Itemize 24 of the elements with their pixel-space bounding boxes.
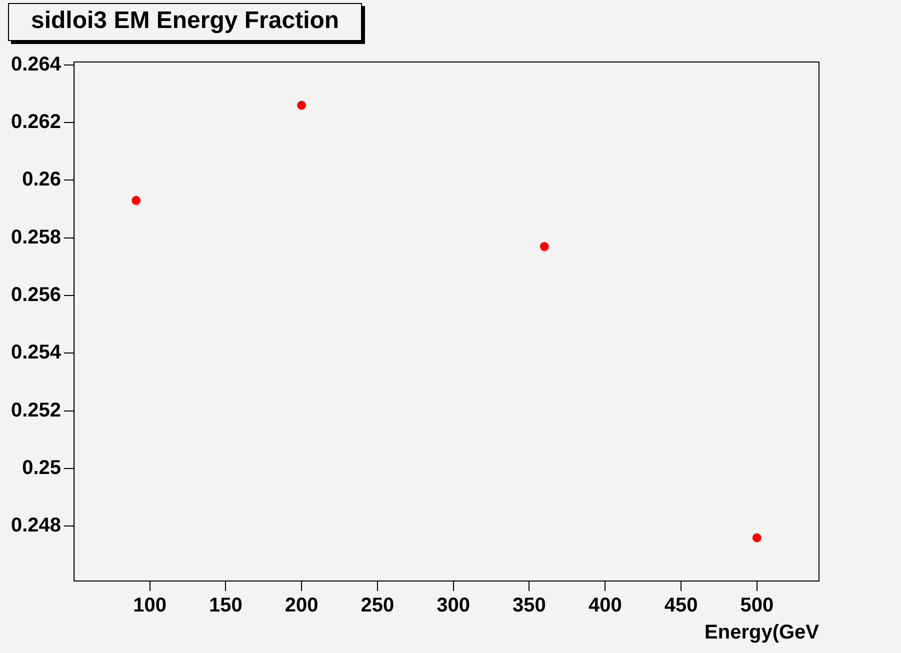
x-tick-label: 150 [208,594,242,617]
y-tick-label: 0.248 [10,514,62,537]
y-tick-label: 0.262 [10,111,62,134]
y-tick-label: 0.256 [10,284,62,306]
y-tick-label: 0.264 [10,53,62,76]
x-tick-label: 500 [740,594,774,617]
x-tick-label: 300 [436,594,470,617]
x-tick-label: 200 [284,594,318,617]
y-tick-label: 0.25 [22,457,62,480]
x-tick-label: 350 [512,594,546,617]
y-tick-label: 0.26 [22,168,62,191]
x-tick-label: 250 [360,594,394,617]
x-tick-label: 100 [133,594,166,617]
x-tick-label: 400 [588,594,622,617]
y-tick-label: 0.252 [10,399,62,422]
chart-title: sidloi3 EM Energy Fraction [8,3,362,41]
y-tick-label: 0.258 [10,226,62,248]
point [132,196,141,205]
point [297,100,306,110]
x-axis-title: Energy(GeV [704,622,820,644]
point [540,242,549,252]
y-tick-label: 0.254 [10,342,62,364]
point [752,533,762,542]
x-tick-label: 450 [664,594,698,617]
